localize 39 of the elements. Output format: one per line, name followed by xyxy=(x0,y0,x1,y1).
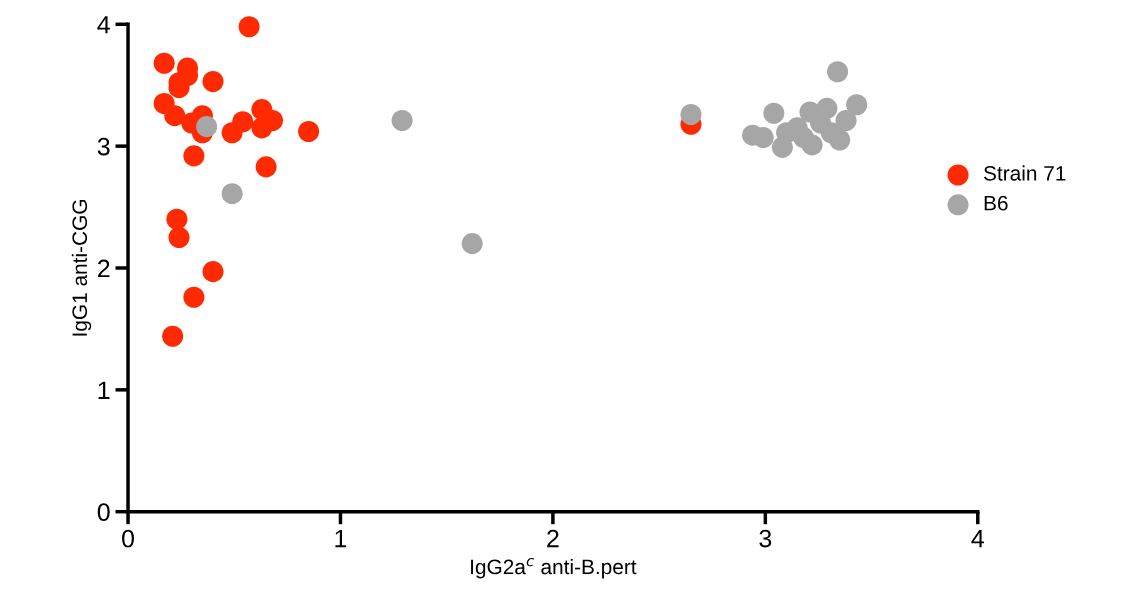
point xyxy=(164,105,186,127)
point xyxy=(846,94,868,116)
point xyxy=(162,325,184,347)
legend-label: B6 xyxy=(984,195,1008,211)
y-tick-label: 2 xyxy=(98,259,110,278)
y-axis-title: IgG1 anti-CGG xyxy=(71,200,92,336)
point xyxy=(298,120,320,143)
point xyxy=(251,117,273,139)
point xyxy=(183,286,205,308)
point xyxy=(202,261,224,283)
point xyxy=(202,71,224,93)
point xyxy=(829,129,851,151)
point xyxy=(763,102,785,124)
point xyxy=(168,226,190,249)
y-tick-label: 0 xyxy=(97,503,110,522)
x-tick-label: 3 xyxy=(759,529,772,548)
point xyxy=(153,52,175,74)
point xyxy=(221,183,243,205)
point xyxy=(196,116,218,138)
y-tick-label: 4 xyxy=(97,16,110,34)
point xyxy=(232,111,254,133)
y-tick-label: 1 xyxy=(98,381,110,399)
x-tick-label: 1 xyxy=(335,529,347,548)
point xyxy=(680,103,702,125)
y-tick-label: 3 xyxy=(97,137,110,156)
point xyxy=(793,127,815,149)
point xyxy=(391,110,413,132)
point xyxy=(827,61,849,83)
x-axis-title: IgG2a$^{c}$ anti-B.pert xyxy=(471,557,637,579)
x-tick-label: 0 xyxy=(122,529,134,548)
point xyxy=(255,156,277,178)
point xyxy=(461,233,483,255)
point xyxy=(835,110,857,132)
point xyxy=(238,16,260,38)
x-tick-label: 2 xyxy=(547,529,559,548)
point xyxy=(183,145,205,167)
legend-label: Strain 71 xyxy=(983,165,1066,181)
x-tick-label: 4 xyxy=(971,529,984,548)
point xyxy=(166,208,188,230)
